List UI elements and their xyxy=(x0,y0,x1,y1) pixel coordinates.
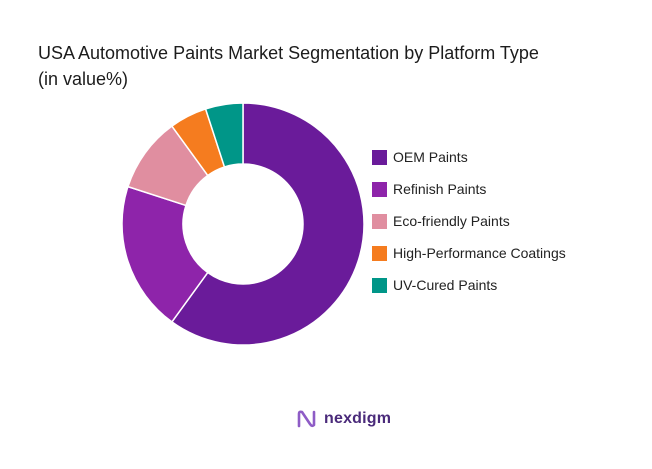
chart-title-line1: USA Automotive Paints Market Segmentatio… xyxy=(38,43,539,63)
legend-label: High-Performance Coatings xyxy=(393,245,566,261)
chart-legend: OEM Paints Refinish Paints Eco-friendly Pa… xyxy=(372,146,566,306)
legend-item-oem-paints: OEM Paints xyxy=(372,146,566,168)
legend-label: UV-Cured Paints xyxy=(393,277,498,293)
donut-slice-refinish-paints xyxy=(121,185,209,323)
legend-swatch xyxy=(372,277,387,293)
legend-swatch xyxy=(372,213,387,229)
legend-item-refinish-paints: Refinish Paints xyxy=(372,178,566,200)
legend-swatch xyxy=(372,149,387,165)
donut-slice-uv-cured-paints xyxy=(204,102,244,168)
legend-label: Eco-friendly Paints xyxy=(393,213,510,229)
legend-swatch xyxy=(372,245,387,261)
nexdigm-logo-icon xyxy=(297,410,316,428)
brand-name: nexdigm xyxy=(324,410,392,427)
chart-title-line2: (in value%) xyxy=(38,69,129,89)
legend-item-high-performance-coatings: High-Performance Coatings xyxy=(372,242,566,264)
legend-swatch xyxy=(372,181,387,197)
legend-item-eco-friendly-paints: Eco-friendly Paints xyxy=(372,210,566,232)
legend-label: Refinish Paints xyxy=(393,181,487,197)
legend-item-uv-cured-paints: UV-Cured Paints xyxy=(372,274,566,296)
brand-footer: nexdigm xyxy=(296,408,391,430)
chart-title: USA Automotive Paints Market Segmentatio… xyxy=(38,40,618,92)
legend-label: OEM Paints xyxy=(393,149,468,165)
donut-slice-oem-paints xyxy=(170,102,365,346)
